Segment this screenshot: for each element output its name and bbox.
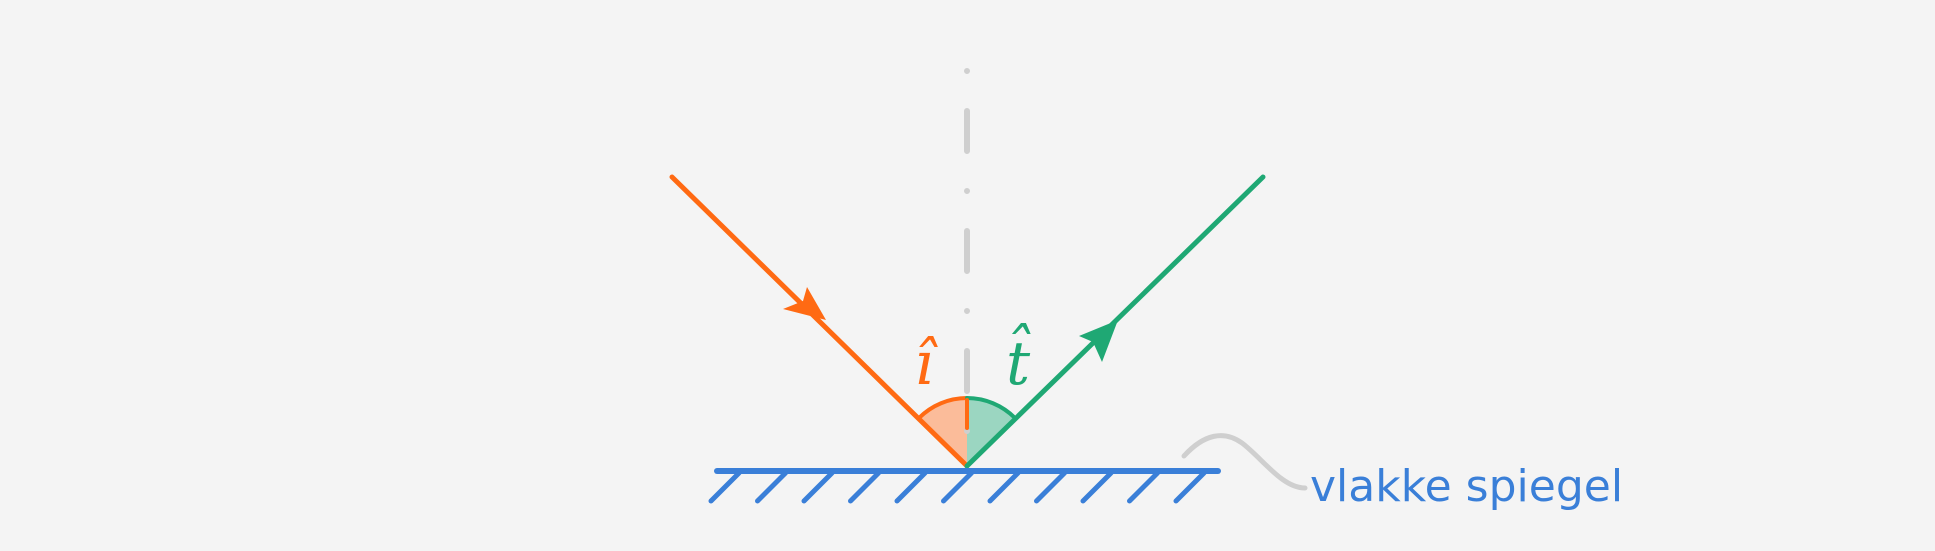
reflected-angle-arc xyxy=(965,396,1017,420)
reflected-ray-arrowhead xyxy=(1079,320,1118,362)
mirror-hatch-mark xyxy=(708,470,742,504)
mirror-hatch-mark xyxy=(987,470,1021,504)
mirror-hatch-mark xyxy=(1034,470,1067,504)
mirror-label: vlakke spiegel xyxy=(1310,461,1623,512)
mirror-hatch-mark xyxy=(1080,470,1114,504)
mirror-label-leader-line xyxy=(1181,433,1308,491)
incident-angle-arc xyxy=(917,396,969,420)
mirror-hatching xyxy=(708,470,1207,504)
incident-angle-label: î xyxy=(914,329,938,399)
incident-ray-arrowhead xyxy=(783,287,826,320)
mirror-hatch-mark xyxy=(894,470,928,504)
mirror-hatch-mark xyxy=(941,470,974,504)
mirror-hatch-mark xyxy=(755,470,788,504)
incident-angle-sector xyxy=(919,398,967,466)
reflected-angle-label: t̂ xyxy=(1006,323,1031,399)
mirror-hatch-mark xyxy=(848,470,881,504)
incident-ray xyxy=(669,174,970,469)
mirror-hatch-mark xyxy=(1173,470,1207,504)
mirror-hatch-mark xyxy=(1127,470,1160,504)
mirror-hatch-mark xyxy=(801,470,835,504)
reflected-angle-sector xyxy=(967,398,1015,466)
